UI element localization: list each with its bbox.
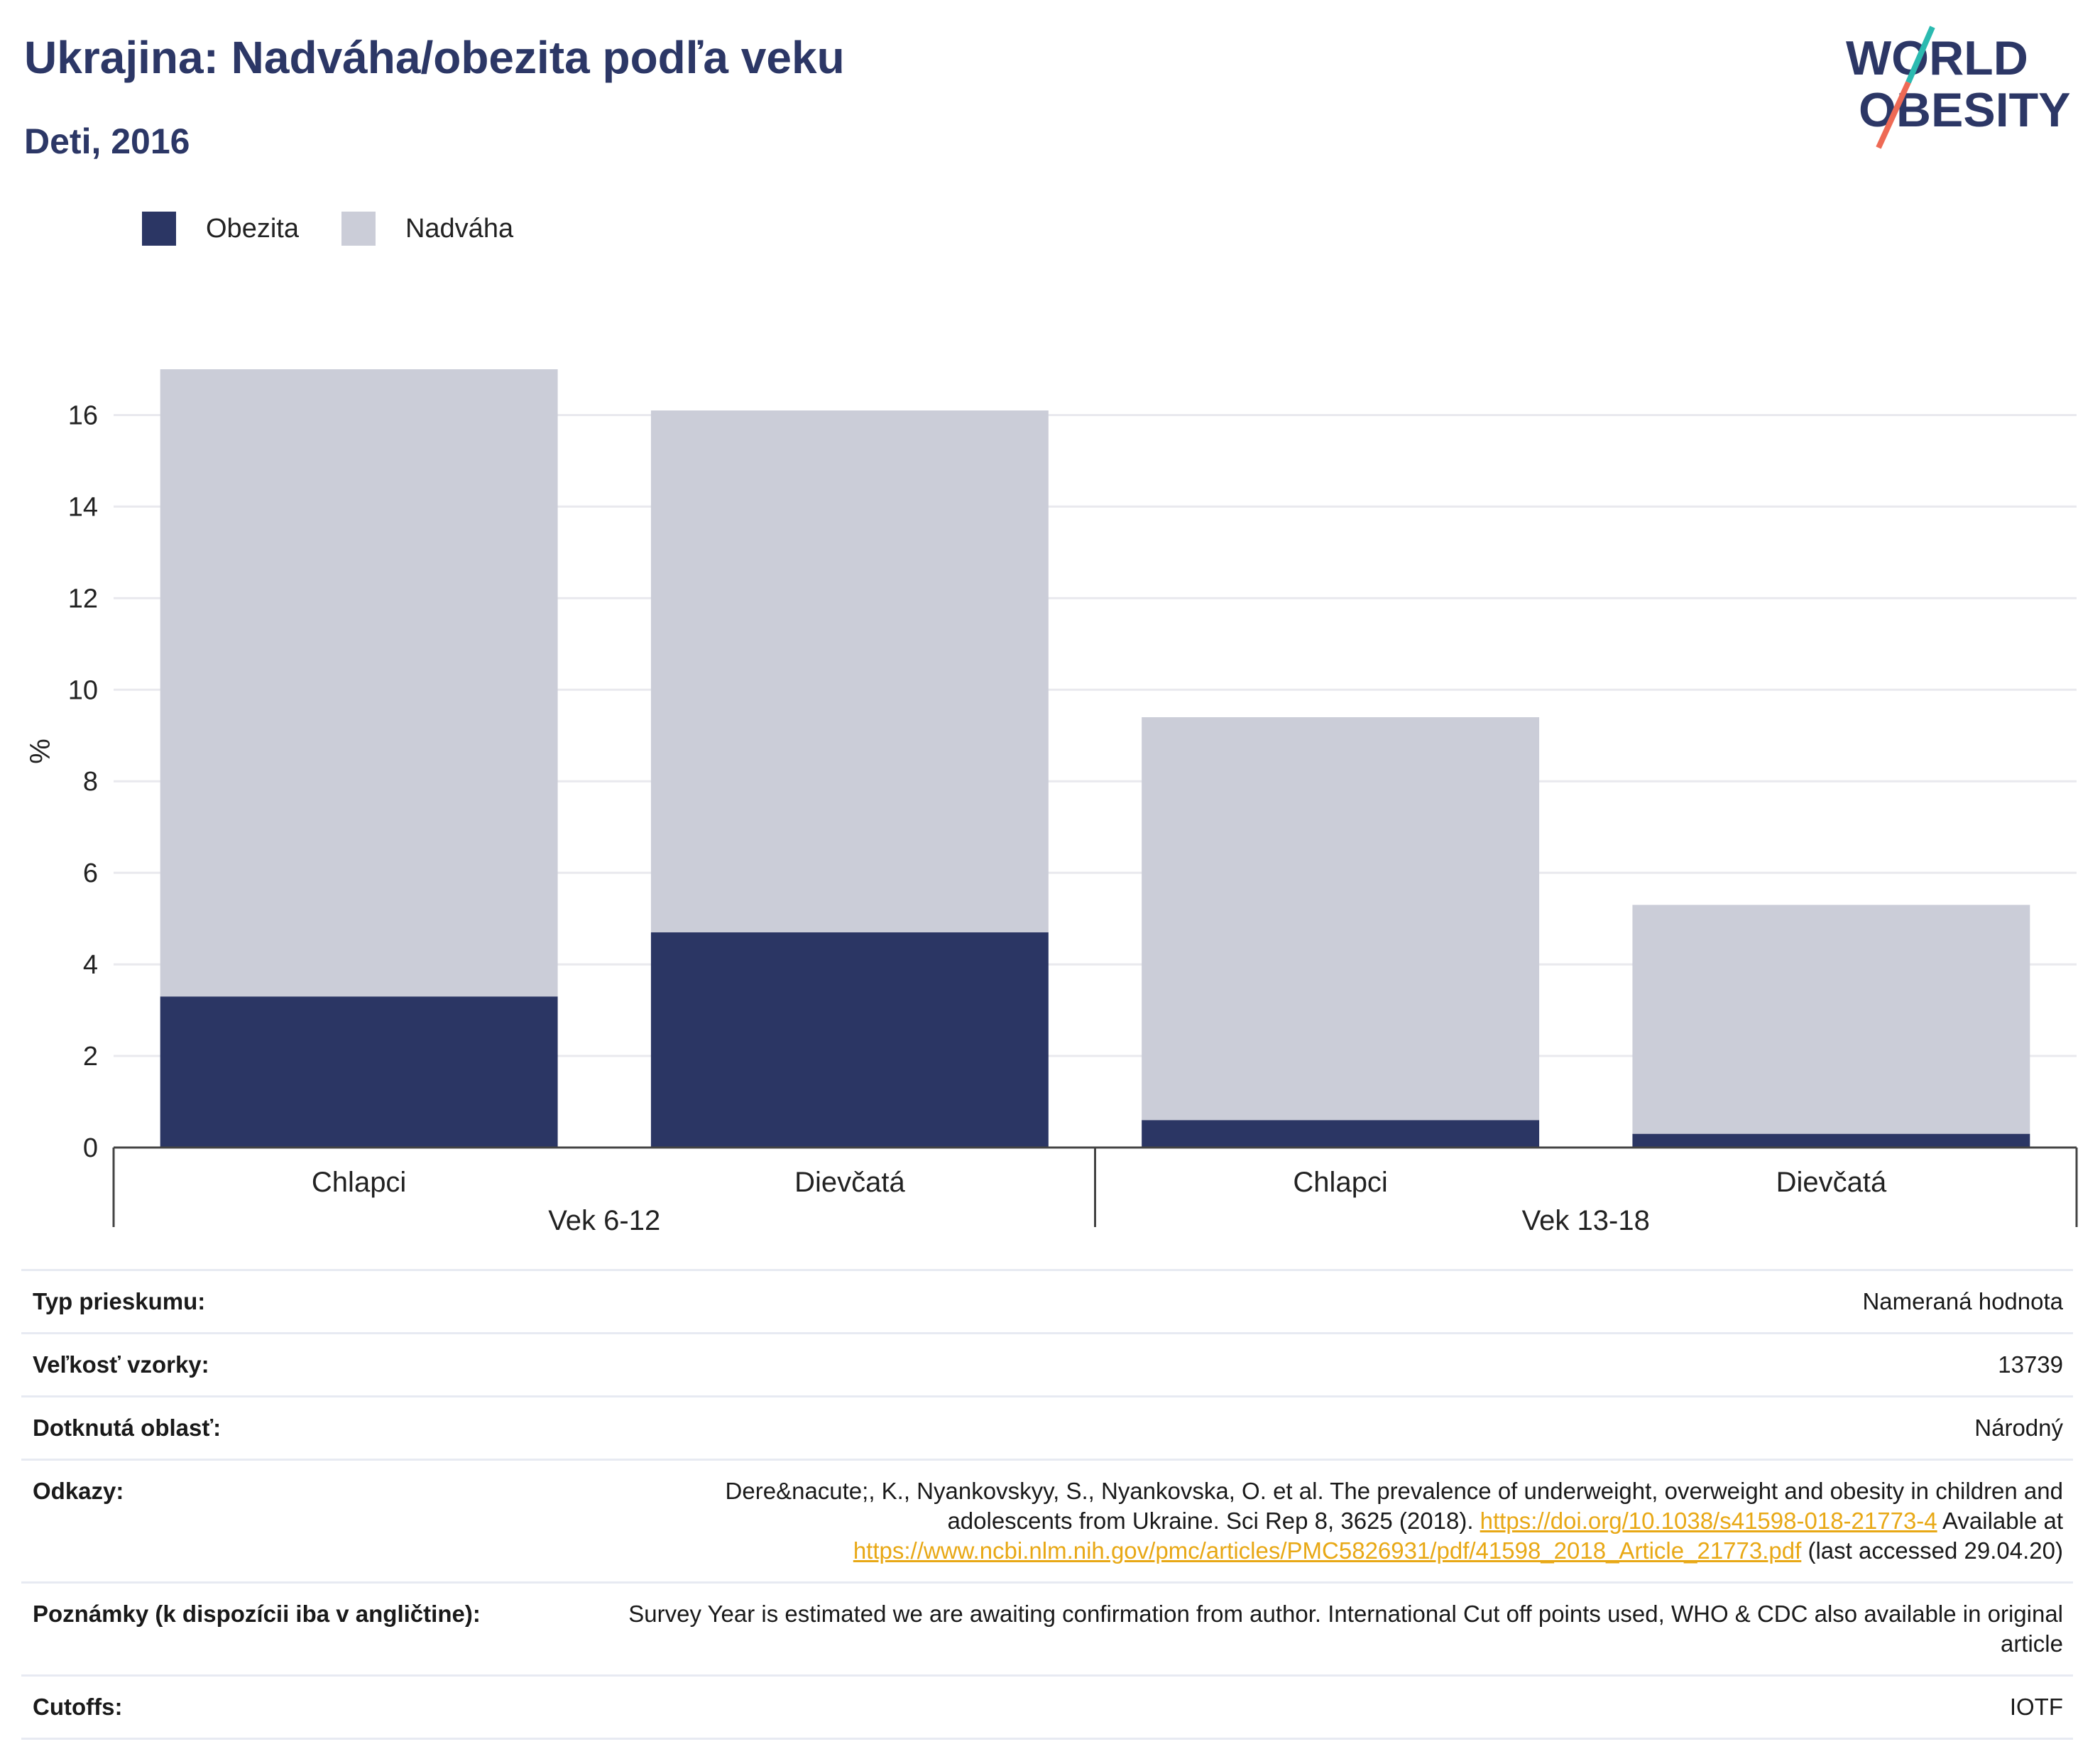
legend-item-obesity[interactable]: Obezita bbox=[142, 212, 299, 246]
y-tick-label: 16 bbox=[68, 401, 98, 430]
info-table: Typ prieskumu: Nameraná hodnota Veľkosť … bbox=[21, 1269, 2073, 1740]
legend-label-overweight: Nadváha bbox=[405, 213, 514, 244]
chart-legend: Obezita Nadváha bbox=[142, 212, 556, 246]
bar-overweight bbox=[1632, 905, 2030, 1134]
y-tick-label: 4 bbox=[83, 950, 98, 980]
logo-slash-coral bbox=[1876, 81, 1911, 149]
bar-obesity bbox=[650, 932, 1049, 1148]
info-value: Národný bbox=[1974, 1415, 2063, 1441]
group-label: Vek 13-18 bbox=[1522, 1205, 1650, 1236]
y-tick-label: 6 bbox=[83, 859, 98, 888]
doi-link[interactable]: https://doi.org/10.1038/s41598-018-21773… bbox=[1480, 1508, 1937, 1534]
info-label: Cutoffs: bbox=[33, 1694, 123, 1720]
info-row-cutoffs: Cutoffs: IOTF bbox=[21, 1674, 2073, 1740]
info-value: Survey Year is estimated we are awaiting… bbox=[628, 1601, 2063, 1657]
group-label: Vek 6-12 bbox=[548, 1205, 660, 1236]
ncbi-link[interactable]: https://www.ncbi.nlm.nih.gov/pmc/article… bbox=[853, 1537, 1802, 1564]
logo-line2: OBESITY bbox=[1859, 83, 2071, 137]
y-tick-label: 10 bbox=[68, 675, 98, 705]
bar-obesity bbox=[1142, 1120, 1540, 1148]
reference-text: Available at bbox=[1937, 1508, 2063, 1534]
bar-overweight bbox=[160, 369, 558, 997]
info-label: Typ prieskumu: bbox=[33, 1288, 206, 1314]
info-row-survey-type: Typ prieskumu: Nameraná hodnota bbox=[21, 1269, 2073, 1332]
legend-swatch-overweight bbox=[341, 212, 376, 246]
info-label: Poznámky (k dispozícii iba v angličtine)… bbox=[33, 1601, 481, 1627]
logo-slash-teal bbox=[1905, 26, 1935, 84]
legend-item-overweight[interactable]: Nadváha bbox=[341, 212, 513, 246]
info-row-area: Dotknutá oblasť: Národný bbox=[21, 1395, 2073, 1459]
reference-text: (last accessed 29.04.20) bbox=[1801, 1537, 2063, 1564]
info-label: Veľkosť vzorky: bbox=[33, 1351, 209, 1378]
page-subtitle: Deti, 2016 bbox=[24, 121, 190, 161]
x-tick-label: Chlapci bbox=[1293, 1167, 1387, 1198]
y-axis-label: % bbox=[25, 739, 56, 764]
info-row-notes: Poznámky (k dispozícii iba v angličtine)… bbox=[21, 1581, 2073, 1674]
legend-label-obesity: Obezita bbox=[206, 213, 299, 244]
info-value: Nameraná hodnota bbox=[1862, 1288, 2063, 1314]
world-obesity-logo: WORLD OBESITY bbox=[1846, 26, 2071, 149]
legend-swatch-obesity bbox=[142, 212, 176, 246]
logo-line1: WORLD bbox=[1846, 31, 2028, 85]
info-row-references: Odkazy: Dere&nacute;, K., Nyankovskyy, S… bbox=[21, 1459, 2073, 1581]
page-title: Ukrajina: Nadváha/obezita podľa veku bbox=[24, 32, 845, 83]
bar-overweight bbox=[650, 410, 1049, 932]
info-value: Dere&nacute;, K., Nyankovskyy, S., Nyank… bbox=[608, 1476, 2063, 1566]
x-tick-label: Dievčatá bbox=[794, 1167, 905, 1198]
info-row-sample-size: Veľkosť vzorky: 13739 bbox=[21, 1332, 2073, 1395]
bar-overweight bbox=[1142, 717, 1540, 1121]
reference-text: Dere&nacute;, K., Nyankovskyy, S., Nyank… bbox=[725, 1478, 2063, 1534]
x-tick-label: Chlapci bbox=[312, 1167, 406, 1198]
y-tick-label: 8 bbox=[83, 767, 98, 797]
stacked-bar-chart: 0 2 4 6 8 10 12 14 16% Chlapci Dievčatá Chlapci Diev… bbox=[25, 369, 2078, 1236]
info-label: Odkazy: bbox=[33, 1478, 124, 1504]
y-tick-label: 2 bbox=[83, 1042, 98, 1072]
x-tick-label: Dievčatá bbox=[1776, 1167, 1887, 1198]
bar-obesity bbox=[1632, 1133, 2030, 1148]
y-tick-label: 0 bbox=[83, 1133, 98, 1163]
info-label: Dotknutá oblasť: bbox=[33, 1415, 222, 1441]
info-value: 13739 bbox=[1998, 1351, 2063, 1378]
y-tick-label: 14 bbox=[68, 492, 98, 522]
y-tick-label: 12 bbox=[68, 584, 98, 614]
bar-obesity bbox=[160, 996, 558, 1148]
info-value: IOTF bbox=[2009, 1694, 2063, 1720]
